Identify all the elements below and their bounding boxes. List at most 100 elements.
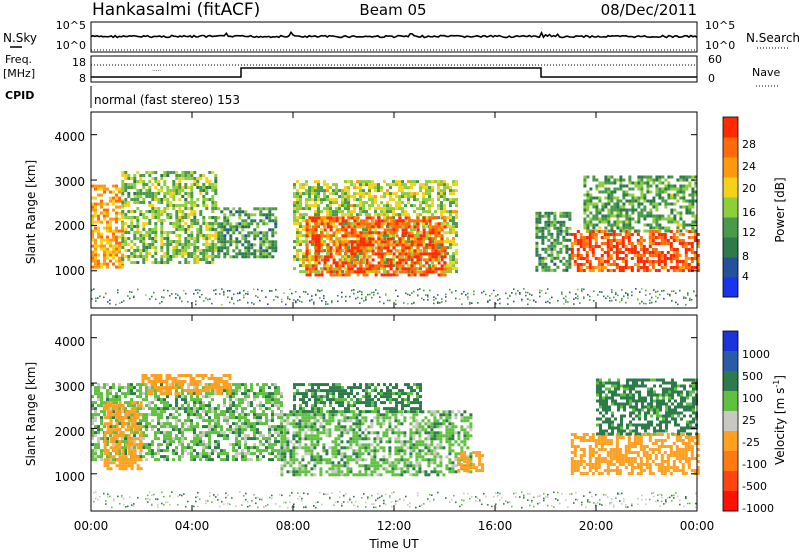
- heat-cell-0: [100, 449, 103, 453]
- clutter-cell: [319, 290, 321, 292]
- heat-cell-7: [658, 202, 662, 206]
- heat-cell-1: [157, 183, 161, 186]
- heat-cell-4: [347, 231, 351, 235]
- heat-cell-2: [253, 213, 257, 217]
- heat-cell-3: [398, 255, 401, 259]
- heat-cell-6: [633, 263, 637, 266]
- heat-cell-7: [652, 220, 656, 224]
- heat-cell-4: [398, 222, 402, 226]
- heat-cell-7: [670, 217, 674, 221]
- heat-cell-3: [296, 219, 299, 223]
- clutter-cell: [195, 289, 197, 291]
- heat-cell-4: [362, 273, 366, 277]
- heat-cell-7: [643, 175, 647, 179]
- heat-cell-3: [362, 201, 365, 205]
- heat-cell-6: [675, 269, 679, 272]
- heat-cell-6: [636, 233, 640, 236]
- clutter-cell: [247, 293, 249, 295]
- heat-cell-3: [362, 261, 365, 265]
- heat-cell-4: [422, 228, 426, 232]
- heat-cell-7: [646, 184, 650, 188]
- clutter-cell: [109, 299, 111, 301]
- heat-cell-1: [181, 252, 185, 255]
- heat-cell-0: [121, 193, 124, 197]
- heat-cell-3: [317, 180, 320, 184]
- heat-cell-6: [606, 260, 610, 263]
- heat-cell-2: [271, 213, 275, 217]
- heat-cell-4: [329, 237, 333, 241]
- heat-cell-1: [184, 204, 188, 207]
- heat-cell-6: [597, 230, 601, 233]
- heat-cell-0: [262, 443, 265, 447]
- heat-cell-2: [229, 225, 233, 229]
- heat-cell-1: [193, 201, 197, 204]
- heat-cell-0: [196, 410, 199, 414]
- heat-cell-2: [238, 207, 242, 211]
- heat-cell-7: [652, 226, 656, 230]
- heat-cell-7: [661, 187, 665, 191]
- heat-cell-7: [649, 202, 653, 206]
- heat-cell-0: [187, 446, 190, 450]
- heat-cell-3: [377, 240, 380, 244]
- heat-cell-3: [368, 204, 371, 208]
- heat-cell-1: [133, 216, 137, 219]
- heat-cell-1: [151, 177, 155, 180]
- heat-cell-1: [196, 231, 200, 234]
- heat-cell-0: [91, 214, 94, 218]
- heat-cell-3: [392, 261, 395, 265]
- heat-cell-6: [696, 233, 700, 236]
- clutter-cell: [427, 294, 429, 297]
- heat-cell-0: [109, 434, 112, 438]
- heat-cell-6: [597, 245, 601, 248]
- heat-cell-2: [229, 210, 233, 214]
- heat-cell-4: [350, 258, 354, 262]
- heat-cell-7: [625, 208, 629, 212]
- heat-cell-7: [625, 217, 629, 221]
- heat-cell-6: [654, 230, 658, 233]
- heat-cell-3: [332, 225, 335, 229]
- clutter-cell: [361, 293, 363, 296]
- heat-cell-5: [562, 229, 566, 233]
- heat-cell-1: [160, 213, 164, 216]
- heat-cell-4: [341, 225, 345, 229]
- heat-cell-6: [588, 245, 592, 248]
- clutter-cell: [525, 291, 527, 294]
- heat-cell-0: [181, 425, 184, 429]
- heat-cell-4: [419, 264, 423, 268]
- heat-cell-7: [694, 199, 698, 203]
- heat-cell-4: [305, 258, 309, 262]
- clutter-cell: [97, 297, 99, 299]
- heat-cell-0: [235, 458, 238, 462]
- heat-cell-7: [613, 187, 617, 191]
- heat-cell-1: [154, 231, 158, 234]
- heat-cell-6: [621, 239, 625, 242]
- heat-cell-0: [181, 422, 184, 426]
- heat-cell-2: [217, 252, 221, 256]
- heat-cell-1: [124, 240, 128, 243]
- clutter-cell: [195, 300, 197, 303]
- heat-cell-6: [648, 239, 652, 242]
- heat-cell-0: [187, 452, 190, 456]
- heat-cell-3: [341, 210, 344, 214]
- heat-cell-0: [151, 419, 154, 423]
- freq-tick-top: 18: [72, 56, 86, 69]
- heat-cell-0: [163, 404, 166, 408]
- heat-cell-3: [422, 198, 425, 202]
- heat-cell-2: [271, 231, 275, 235]
- heat-cell-4: [392, 270, 396, 274]
- heat-cell-1: [211, 207, 215, 210]
- heat-cell-7: [685, 223, 689, 227]
- clutter-cell: [275, 295, 277, 298]
- clutter-cell: [655, 300, 657, 303]
- heat-cell-4: [356, 261, 360, 265]
- heat-cell-1: [154, 228, 158, 231]
- heat-cell-0: [235, 455, 238, 459]
- heat-cell-1: [205, 177, 209, 180]
- heat-cell-0: [145, 386, 148, 390]
- heat-cell-0: [154, 437, 157, 441]
- clutter-cell: [687, 292, 689, 294]
- heat-cell-1: [214, 183, 218, 186]
- heat-cell-0: [169, 413, 172, 417]
- heat-cell-3: [392, 192, 395, 196]
- heat-cell-0: [151, 425, 154, 429]
